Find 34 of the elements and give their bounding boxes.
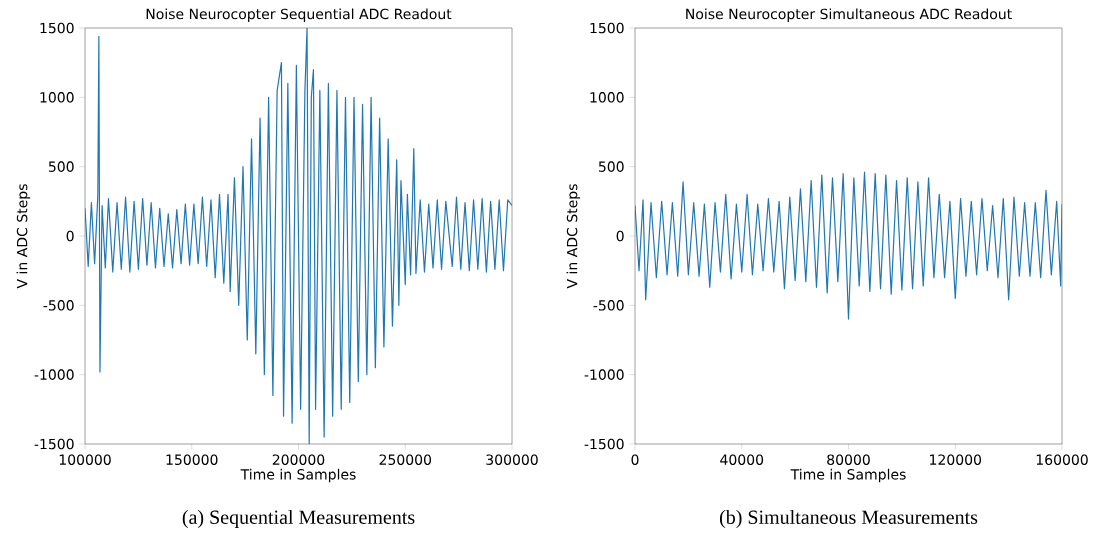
y-axis-title: V in ADC Steps <box>566 184 581 289</box>
x-tick-label: 100000 <box>59 454 111 465</box>
line-series <box>635 171 1063 320</box>
y-tick-label: 0 <box>616 230 624 242</box>
y-tick-label: -1500 <box>584 438 624 450</box>
x-tick-label: 150000 <box>166 454 218 465</box>
y-tick-label: 1000 <box>590 92 624 103</box>
y-tick-label: -1000 <box>34 369 74 380</box>
y-tick-label: -500 <box>593 300 624 311</box>
x-tick-label: 200000 <box>272 454 325 465</box>
chart-title: Noise Neurocopter Sequential ADC Readout <box>146 8 452 22</box>
x-tick-label: 250000 <box>379 454 432 465</box>
y-tick-label: 1500 <box>40 22 74 34</box>
x-tick-label: 40000 <box>720 454 764 465</box>
x-tick-label: 120000 <box>930 454 982 465</box>
y-tick-label: -1500 <box>34 438 74 450</box>
y-tick-label: 1000 <box>40 92 74 103</box>
line-series <box>85 28 512 444</box>
text: (a) Sequential Measurements <box>182 509 415 529</box>
text: (b) Simultaneous Measurements <box>719 509 978 529</box>
x-tick-label: 0 <box>631 454 639 465</box>
y-tick-label: 0 <box>66 230 74 242</box>
chart-title: Noise Neurocopter Simultaneous ADC Readout <box>686 8 1012 22</box>
y-axis-title: V in ADC Steps <box>16 184 31 289</box>
x-tick-label: 80000 <box>827 454 870 465</box>
y-tick-label: 500 <box>598 161 624 172</box>
y-tick-label: 500 <box>48 161 74 172</box>
x-axis-title: Time in Samples <box>790 468 906 483</box>
x-axis-title: Time in Samples <box>240 468 356 483</box>
y-tick-label: 1500 <box>590 22 624 34</box>
x-tick-label: 300000 <box>486 454 538 465</box>
y-tick-label: -1000 <box>584 369 624 380</box>
y-tick-label: -500 <box>43 300 74 311</box>
x-tick-label: 160000 <box>1036 454 1088 465</box>
